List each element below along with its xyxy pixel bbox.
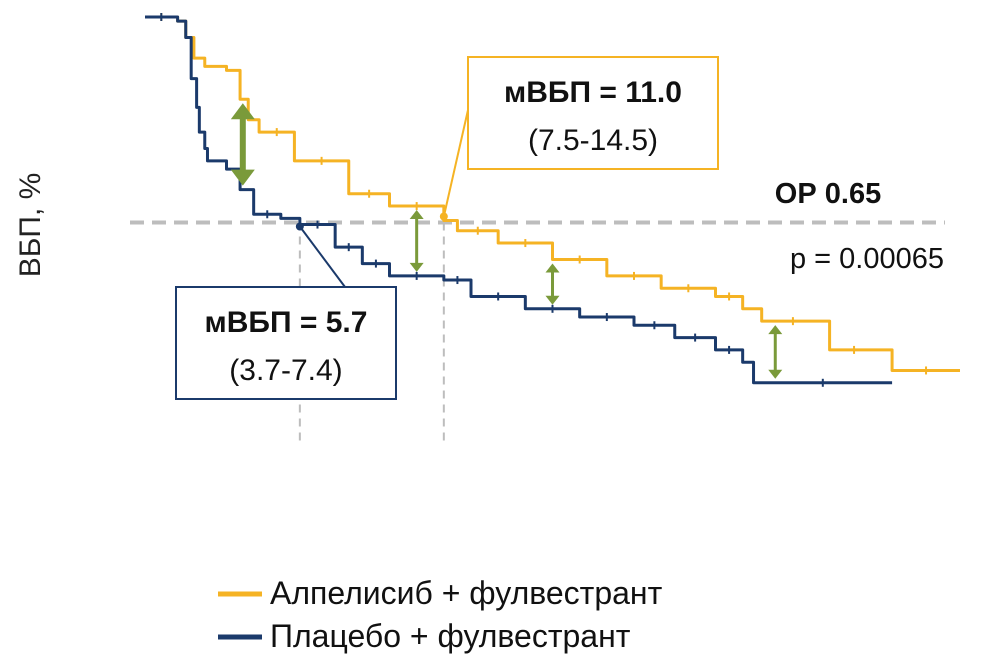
median-point-placebo [295,222,304,231]
difference-arrow [230,103,255,186]
callout-box-placebo [175,286,397,400]
difference-arrow-head-down [545,295,560,305]
difference-arrow-head-up [545,263,560,273]
difference-arrow-head-down [409,262,424,272]
hazard-ratio: ОР 0.65 [775,178,881,210]
difference-arrows [230,103,783,379]
p-value: p = 0.00065 [790,243,944,275]
callout-ci-placebo: (3.7-7.4) [229,354,342,387]
difference-arrow [409,210,424,272]
difference-arrow-head-up [409,210,424,220]
y-axis-label: ВБП, % [14,173,47,278]
callout-median-alpelisib: мВБП = 11.0 [504,76,682,109]
difference-arrow-head-up [230,103,255,120]
difference-arrow [545,263,560,305]
callout-ci-alpelisib: (7.5-14.5) [528,124,658,157]
leader-line-placebo [299,225,346,288]
legend-label-alpelisib: Алпелисиб + фулвестрант [270,575,663,611]
callout-box-alpelisib [467,56,719,170]
difference-arrow-head-up [768,325,783,335]
legend: Алпелисиб + фулвестрант Плацебо + фулвес… [218,575,663,654]
difference-arrow-head-down [230,169,255,186]
median-point-alpelisib [439,212,448,221]
leader-line-alpelisib [442,109,469,217]
callout-median-placebo: мВБП = 5.7 [205,306,368,339]
difference-arrow-head-down [768,369,783,379]
legend-label-placebo: Плацебо + фулвестрант [270,618,631,654]
difference-arrow [768,325,783,379]
